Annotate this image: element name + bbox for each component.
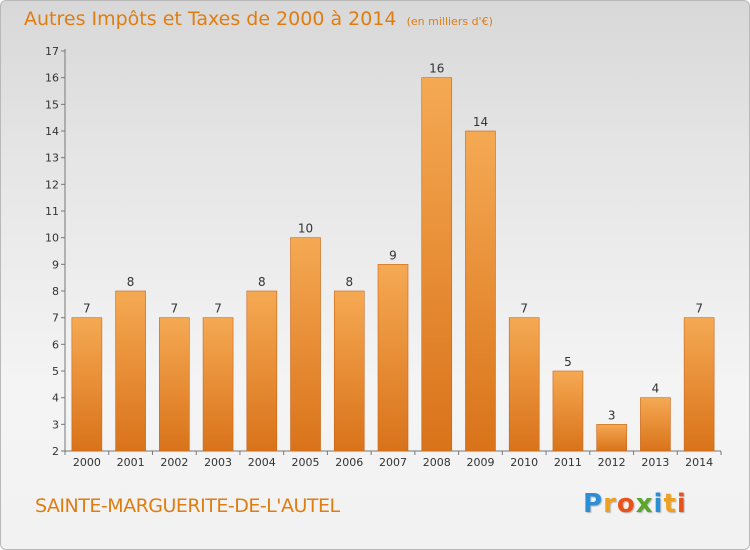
value-label: 7 xyxy=(171,302,179,316)
value-label: 14 xyxy=(473,115,488,129)
bar-2014 xyxy=(683,317,715,452)
brand-letter: x xyxy=(635,489,654,519)
bar-2005 xyxy=(290,237,321,452)
bar-2006 xyxy=(333,290,365,452)
value-label: 10 xyxy=(298,222,313,236)
bar-2000 xyxy=(71,317,103,452)
labels: 7 2000 8 2001 7 2002 7 2003 8 2004 10 2005 8 2006 9 200… xyxy=(73,62,713,469)
y-tick-label: 13 xyxy=(45,152,59,165)
value-label: 16 xyxy=(429,62,444,76)
bar-2007 xyxy=(377,264,409,452)
bar-2011 xyxy=(552,370,584,452)
x-tick-label: 2006 xyxy=(335,456,363,469)
bar-2001 xyxy=(115,290,146,452)
value-label: 5 xyxy=(564,355,572,369)
y-tick-label: 4 xyxy=(52,392,59,405)
y-tick-label: 11 xyxy=(45,205,59,218)
value-label: 4 xyxy=(652,382,660,396)
x-tick-label: 2007 xyxy=(379,456,407,469)
y-tick-label: 12 xyxy=(45,178,59,191)
chart-subtitle: (en milliers d'€) xyxy=(406,15,493,28)
brand-logo: Proxiti xyxy=(583,489,687,519)
bar-2003 xyxy=(202,317,234,452)
y-tick-label: 7 xyxy=(52,312,59,325)
x-tick-label: 2014 xyxy=(685,456,713,469)
value-label: 8 xyxy=(258,275,266,289)
y-tick-label: 17 xyxy=(45,45,59,58)
y-tick-label: 5 xyxy=(52,365,59,378)
bar-2010 xyxy=(508,317,540,452)
brand-letter: i xyxy=(676,489,687,519)
x-tick-label: 2005 xyxy=(292,456,320,469)
bar-2004 xyxy=(246,290,278,452)
value-label: 8 xyxy=(345,275,353,289)
x-tick-label: 2011 xyxy=(554,456,582,469)
value-label: 7 xyxy=(695,302,703,316)
x-tick-label: 2008 xyxy=(423,456,451,469)
value-label: 7 xyxy=(83,302,91,316)
bar-2009 xyxy=(465,130,496,452)
x-tick-label: 2009 xyxy=(466,456,494,469)
bar-2002 xyxy=(159,317,190,452)
y-tick-label: 6 xyxy=(52,338,59,351)
x-tick-label: 2001 xyxy=(117,456,145,469)
bars xyxy=(71,77,715,452)
y-tick-label: 2 xyxy=(52,445,59,458)
brand-letter: i xyxy=(653,489,664,519)
y-tick-label: 14 xyxy=(45,125,59,138)
brand-letter: r xyxy=(603,489,617,519)
x-tick-label: 2002 xyxy=(160,456,188,469)
brand-letter: P xyxy=(583,489,604,519)
bar-2008 xyxy=(421,77,453,452)
x-tick-label: 2013 xyxy=(641,456,669,469)
x-tick-label: 2000 xyxy=(73,456,101,469)
y-tick-label: 16 xyxy=(45,72,59,85)
value-label: 8 xyxy=(127,275,135,289)
brand-letter: o xyxy=(616,489,636,519)
y-tick-label: 8 xyxy=(52,285,59,298)
y-tick-label: 10 xyxy=(45,232,59,245)
x-tick-label: 2003 xyxy=(204,456,232,469)
y-tick-label: 9 xyxy=(52,258,59,271)
brand-letter: t xyxy=(663,489,677,519)
value-label: 9 xyxy=(389,248,397,262)
x-tick-label: 2004 xyxy=(248,456,276,469)
value-label: 7 xyxy=(520,302,528,316)
x-tick-label: 2010 xyxy=(510,456,538,469)
x-tick-label: 2012 xyxy=(598,456,626,469)
bar-2013 xyxy=(640,397,671,452)
commune-name: SAINTE-MARGUERITE-DE-L'AUTEL xyxy=(35,495,340,517)
bar-2012 xyxy=(596,424,627,452)
value-label: 3 xyxy=(608,408,616,422)
title-row: Autres Impôts et Taxes de 2000 à 2014 (e… xyxy=(24,8,493,30)
chart-title: Autres Impôts et Taxes de 2000 à 2014 xyxy=(24,8,397,30)
value-label: 7 xyxy=(214,302,222,316)
y-tick-label: 15 xyxy=(45,98,59,111)
y-tick-label: 3 xyxy=(52,418,59,431)
